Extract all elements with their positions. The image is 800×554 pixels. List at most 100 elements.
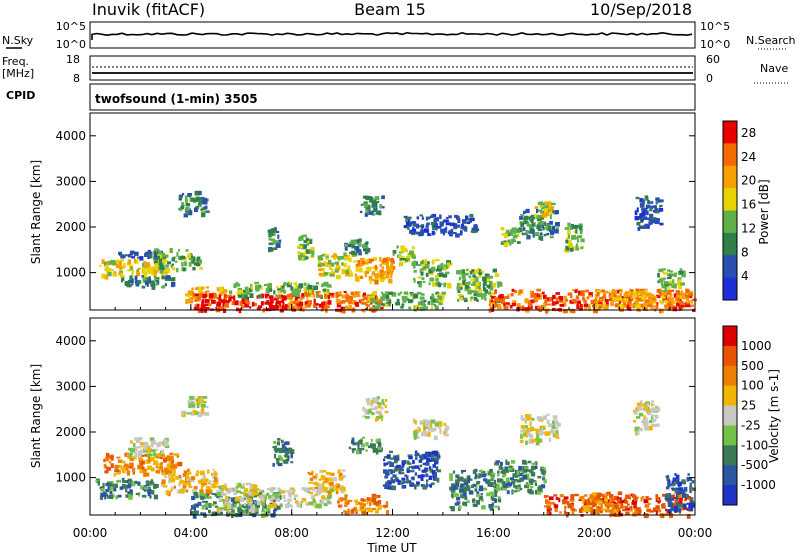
scatter-cell [472, 469, 477, 475]
scatter-cell [403, 215, 408, 219]
scatter-cell [268, 238, 271, 241]
scatter-cell [525, 414, 530, 418]
scatter-cell [329, 481, 334, 486]
velocity-ylabel: Slant Range [km] [29, 364, 43, 468]
scatter-cell [673, 487, 677, 490]
scatter-cell [389, 270, 394, 275]
scatter-cell [216, 491, 222, 496]
scatter-cell [542, 415, 547, 420]
scatter-cell [529, 486, 534, 489]
scatter-cell [194, 503, 199, 508]
scatter-cell [201, 504, 205, 510]
scatter-cell [473, 290, 479, 295]
scatter-cell [171, 277, 176, 282]
scatter-cell [407, 216, 412, 220]
scatter-cell [552, 294, 556, 300]
y-tick-label: 2000 [55, 220, 86, 234]
scatter-cell [660, 308, 664, 314]
scatter-cell [635, 431, 639, 434]
scatter-cell [428, 475, 433, 480]
scatter-cell [196, 303, 200, 307]
scatter-cell [282, 450, 285, 453]
scatter-cell [642, 302, 648, 308]
scatter-cell [503, 305, 509, 310]
scatter-cell [134, 275, 138, 281]
scatter-cell [368, 208, 371, 213]
scatter-cell [594, 296, 598, 300]
scatter-cell [648, 503, 651, 506]
scatter-cell [511, 460, 516, 464]
scatter-cell [150, 457, 154, 460]
scatter-cell [286, 489, 290, 493]
scatter-cell [364, 416, 370, 419]
scatter-cell [262, 504, 267, 509]
scatter-cell [328, 272, 333, 275]
scatter-cell [219, 509, 224, 513]
scatter-cell [356, 239, 360, 244]
scatter-cell [107, 457, 112, 460]
scatter-cell [496, 487, 500, 491]
scatter-cell [269, 498, 272, 501]
scatter-cell [681, 270, 686, 275]
scatter-cell [406, 475, 409, 480]
scatter-cell [554, 229, 559, 234]
scatter-cell [386, 256, 390, 261]
scatter-cell [444, 271, 450, 275]
scatter-cell [449, 476, 453, 481]
scatter-cell [293, 494, 298, 498]
scatter-cell [287, 306, 292, 311]
scatter-cell [608, 494, 614, 498]
scatter-cell [526, 427, 529, 432]
scatter-cell [370, 400, 373, 404]
scatter-cell [677, 494, 682, 499]
scatter-cell [420, 474, 425, 478]
scatter-cell [497, 506, 500, 511]
scatter-cell [392, 479, 396, 484]
scatter-cell [239, 503, 242, 508]
scatter-cell [666, 292, 672, 296]
scatter-cell [145, 262, 150, 267]
scatter-cell [681, 489, 686, 493]
scatter-cell [248, 502, 252, 506]
scatter-cell [414, 305, 420, 310]
scatter-cell [687, 289, 690, 293]
scatter-cell [497, 470, 500, 474]
scatter-cell [323, 281, 326, 287]
scatter-cell [197, 190, 202, 196]
scatter-cell [461, 269, 465, 274]
scatter-cell [353, 293, 356, 298]
scatter-cell [586, 505, 591, 511]
scatter-cell [129, 490, 133, 496]
scatter-cell [554, 210, 559, 215]
scatter-cell [132, 471, 135, 475]
scatter-cell [609, 500, 612, 505]
scatter-cell [463, 479, 468, 483]
scatter-cell [137, 446, 142, 449]
scatter-cell [202, 479, 207, 484]
scatter-cell [506, 461, 510, 464]
scatter-cell [362, 415, 366, 418]
y-tick-label: 1000 [55, 266, 86, 280]
scatter-cell [121, 259, 125, 262]
scatter-cell [202, 200, 208, 205]
scatter-cell [422, 261, 427, 266]
scatter-cell [431, 223, 436, 228]
scatter-cell [653, 205, 657, 209]
colorbar-tick-label: 16 [741, 198, 756, 212]
scatter-cell [639, 427, 643, 432]
scatter-cell [153, 448, 158, 451]
scatter-cell [379, 256, 382, 262]
scatter-cell [154, 263, 159, 268]
scatter-cell [668, 283, 673, 286]
scatter-cell [422, 462, 425, 466]
scatter-cell [327, 259, 332, 265]
scatter-cell [206, 294, 209, 297]
scatter-cell [519, 472, 524, 477]
scatter-cell [312, 294, 315, 298]
scatter-cell [594, 499, 599, 503]
scatter-cell [569, 499, 575, 502]
scatter-cell [563, 496, 569, 500]
scatter-cell [552, 424, 556, 429]
scatter-cell [683, 503, 686, 509]
scatter-cell [185, 199, 188, 203]
